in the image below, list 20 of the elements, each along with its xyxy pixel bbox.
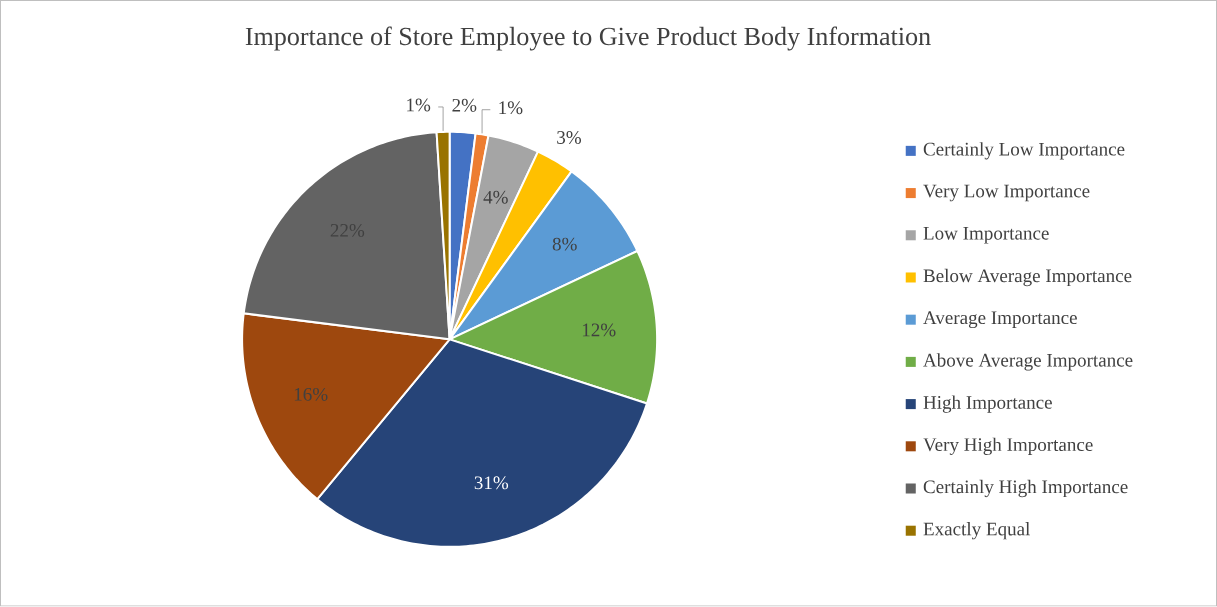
legend-label: Very High Importance [923, 437, 1093, 456]
legend-label: Low Importance [923, 227, 1049, 244]
data-label: 1% [499, 101, 523, 115]
legend-label: Very Low Importance [923, 185, 1090, 202]
data-label: 8% [552, 237, 577, 251]
legend-label: Above Average Importance [923, 353, 1133, 371]
data-label: 1% [407, 98, 431, 112]
data-label: 16% [294, 388, 328, 402]
data-label: 4% [483, 191, 508, 204]
legend-label: Average Importance [923, 311, 1077, 329]
legend-label: Below Average Importance [923, 269, 1132, 287]
data-label: 2% [452, 99, 477, 113]
data-label: 31% [474, 476, 509, 490]
data-label: 3% [557, 131, 582, 145]
legend-label: High Importance [923, 395, 1052, 413]
legend-label: Certainly High Importance [923, 480, 1128, 498]
legend-label: Exactly Equal [923, 522, 1030, 540]
data-label: 12% [582, 323, 616, 337]
chart-title: Importance of Store Employee to Give Product Body Information [245, 26, 931, 51]
legend-label: Certainly Low Importance [923, 142, 1125, 160]
